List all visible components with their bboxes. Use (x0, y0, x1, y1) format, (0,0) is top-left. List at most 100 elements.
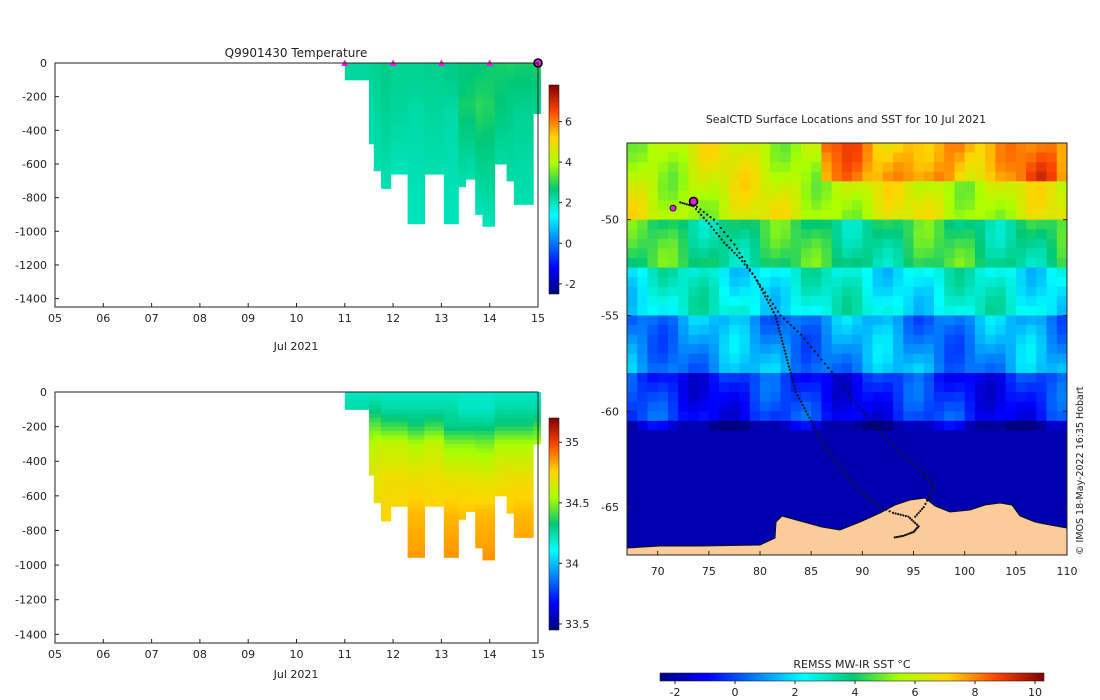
sst-cell (657, 200, 669, 211)
sst-cell (862, 210, 874, 221)
sst-cell (1015, 487, 1027, 499)
sst-cell (995, 162, 1007, 173)
sst-cell (780, 219, 792, 230)
sst-cell (1056, 353, 1067, 364)
sst-cell (893, 411, 904, 422)
sst-cell (944, 420, 956, 432)
section-cell (482, 71, 496, 77)
section-cell (424, 409, 445, 415)
section-cell (465, 456, 476, 462)
section-cell (407, 138, 425, 144)
sst-cell (667, 286, 679, 297)
section-cell (368, 100, 375, 106)
sst-cell (678, 507, 689, 518)
sst-cell (944, 181, 956, 192)
sst-cell (678, 315, 689, 326)
track-point (813, 350, 816, 353)
sst-cell (995, 363, 1007, 374)
sst-cell (821, 344, 833, 355)
sst-cell (852, 210, 863, 221)
section-cell (368, 435, 375, 441)
sst-cell (1026, 497, 1037, 508)
sst-cell (678, 334, 689, 345)
sst-cell (760, 459, 771, 470)
sst-cell (657, 535, 669, 547)
sst-cell (862, 468, 874, 479)
section-cell (373, 392, 382, 397)
sst-cell (913, 248, 925, 259)
section-cell (443, 134, 459, 140)
section-cell (475, 465, 483, 471)
sst-cell (841, 181, 853, 192)
sst-cell (831, 487, 843, 499)
sst-cell (852, 334, 863, 345)
section-cell (475, 142, 483, 148)
section-cell (482, 176, 496, 182)
sst-cell (678, 468, 689, 479)
sst-cell (637, 440, 649, 451)
section-cell (424, 487, 445, 493)
section-cell (513, 189, 534, 194)
section-cell (533, 417, 541, 423)
sst-cell (637, 181, 649, 192)
track-point (796, 330, 799, 333)
sst-cell (708, 267, 720, 278)
sst-cell (1036, 277, 1048, 288)
sst-cell (872, 487, 884, 499)
sst-cell (719, 363, 730, 374)
section-cell (458, 478, 467, 484)
section-cell (381, 482, 392, 488)
track-point (856, 486, 859, 490)
sst-cell (637, 478, 649, 489)
section-cell (506, 155, 515, 161)
sst-cell (954, 143, 966, 154)
sst-cell (903, 468, 915, 479)
section-cell (407, 409, 425, 415)
section-cell (465, 461, 476, 467)
sst-cell (667, 507, 679, 518)
sst-cell (647, 526, 659, 537)
x-tick-label: 07 (145, 648, 159, 661)
sst-cell (841, 277, 853, 288)
sst-cell (1026, 143, 1037, 154)
track-point (730, 249, 733, 252)
sst-cell (944, 449, 956, 460)
sst-cell (800, 143, 812, 154)
sst-cell (678, 353, 689, 364)
sst-cell (657, 487, 669, 499)
sst-cell (708, 468, 720, 479)
sst-cell (852, 353, 863, 364)
sst-cell (637, 459, 649, 470)
section-cell (482, 417, 496, 423)
section-cell (368, 126, 375, 131)
sst-cell (657, 190, 669, 202)
section-cell (475, 159, 483, 165)
section-cell (458, 163, 467, 169)
sst-cell (678, 171, 689, 182)
sst-cell (882, 334, 894, 345)
section-cell (381, 474, 392, 480)
sst-cell (954, 401, 966, 412)
section-cell (513, 426, 534, 432)
section-cell (458, 452, 467, 458)
sst-cell (944, 200, 956, 211)
section-cell (506, 504, 515, 510)
sst-cell (821, 516, 833, 527)
sst-cell (729, 181, 741, 192)
sst-cell (657, 267, 669, 278)
section-cell (407, 222, 425, 225)
sst-cell (933, 459, 945, 470)
sst-cell (954, 363, 966, 374)
sst-cell (903, 219, 915, 230)
sst-cell (964, 181, 976, 192)
sst-colorbar-tick-label: 6 (912, 686, 919, 699)
sst-cell (749, 267, 761, 278)
sst-cell (913, 382, 925, 393)
sst-cell (862, 430, 874, 441)
section-cell (506, 495, 515, 501)
section-cell (443, 172, 459, 178)
section-cell (424, 392, 445, 397)
sst-cell (923, 190, 935, 202)
sst-cell (688, 296, 700, 307)
sst-cell (954, 162, 966, 173)
